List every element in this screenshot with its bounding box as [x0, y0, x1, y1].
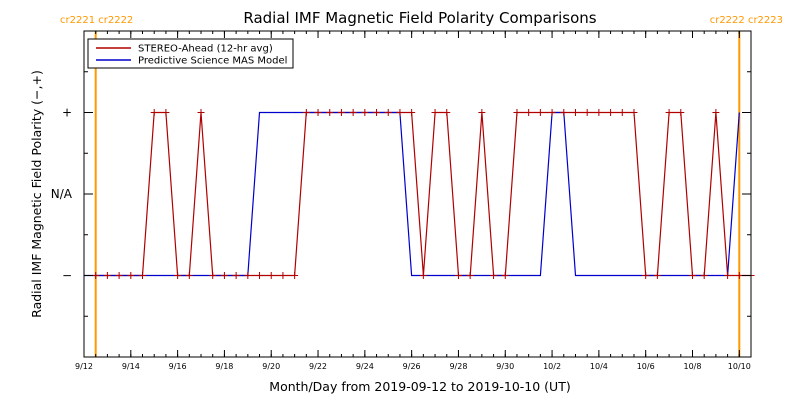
y-tick-label: −	[62, 269, 72, 283]
x-axis-label: Month/Day from 2019-09-12 to 2019-10-10 …	[269, 379, 570, 394]
stereo-data-point	[431, 109, 439, 116]
x-tick-label: 9/14	[122, 362, 140, 371]
stereo-data-point	[712, 109, 720, 116]
stereo-data-point	[560, 109, 568, 116]
stereo-data-point	[642, 272, 650, 279]
stereo-data-point	[700, 272, 708, 279]
chart-title: Radial IMF Magnetic Field Polarity Compa…	[243, 9, 596, 27]
x-tick-label: 9/30	[496, 362, 514, 371]
y-tick-label: +	[62, 106, 72, 120]
x-tick-label: 9/28	[449, 362, 467, 371]
stereo-data-point	[466, 272, 474, 279]
legend-label-model: Predictive Science MAS Model	[138, 56, 287, 67]
x-tick-label: 10/2	[543, 362, 561, 371]
stereo-data-point	[267, 272, 275, 279]
stereo-data-point	[209, 272, 217, 279]
stereo-data-point	[162, 109, 170, 116]
carrington-label-left-start: cr2221 cr2222	[60, 15, 133, 26]
stereo-data-point	[548, 109, 556, 116]
stereo-data-point	[419, 272, 427, 279]
stereo-data-point	[244, 272, 252, 279]
x-tick-label: 10/8	[684, 362, 702, 371]
stereo-data-point	[103, 272, 111, 279]
y-axis-label: Radial IMF Magnetic Field Polarity (−,+)	[29, 70, 44, 318]
stereo-data-point	[443, 109, 451, 116]
stereo-data-point	[536, 109, 544, 116]
stereo-data-point	[361, 109, 369, 116]
stereo-data-point	[115, 272, 123, 279]
stereo-data-point	[185, 272, 193, 279]
stereo-data-point	[583, 109, 591, 116]
stereo-data-point	[92, 272, 100, 279]
stereo-data-point	[513, 109, 521, 116]
model-series-line	[84, 111, 740, 277]
stereo-data-point	[337, 109, 345, 116]
stereo-data-point	[220, 272, 228, 279]
carrington-label-right-end: cr2222 cr2223	[710, 15, 783, 26]
stereo-data-point	[279, 272, 287, 279]
stereo-data-point	[735, 272, 743, 279]
stereo-data-point	[490, 272, 498, 279]
stereo-data-point	[139, 272, 147, 279]
stereo-series-line	[95, 111, 751, 277]
axes: 9/12 9/14 9/16 9/18 9/20 9/22 9/24 9/26 9/28 9/30…	[51, 31, 752, 371]
stereo-data-point	[174, 272, 182, 279]
x-tick-label: 9/24	[356, 362, 374, 371]
stereo-data-point	[454, 272, 462, 279]
x-tick-label: 10/4	[590, 362, 608, 371]
stereo-data-point	[677, 109, 685, 116]
stereo-data-point	[384, 109, 392, 116]
stereo-data-point	[688, 272, 696, 279]
stereo-data-point	[349, 109, 357, 116]
stereo-data-point	[291, 272, 299, 279]
x-tick-label: 9/22	[309, 362, 327, 371]
stereo-data-point	[571, 109, 579, 116]
stereo-data-point	[127, 272, 135, 279]
x-tick-label: 10/6	[637, 362, 655, 371]
stereo-data-point	[525, 109, 533, 116]
stereo-data-point	[595, 109, 603, 116]
x-tick-label: 9/26	[403, 362, 421, 371]
stereo-data-point	[256, 272, 264, 279]
stereo-data-point	[653, 272, 661, 279]
stereo-data-point	[478, 109, 486, 116]
stereo-data-point	[302, 109, 310, 116]
stereo-data-point	[150, 109, 158, 116]
stereo-data-point	[373, 109, 381, 116]
stereo-data-point	[396, 109, 404, 116]
stereo-data-point	[314, 109, 322, 116]
stereo-data-point	[724, 272, 732, 279]
stereo-data-point	[665, 109, 673, 116]
stereo-data-point	[618, 109, 626, 116]
stereo-data-point	[232, 272, 240, 279]
stereo-data-point	[326, 109, 334, 116]
legend: STEREO-Ahead (12-hr avg)Predictive Scien…	[87, 38, 294, 69]
plot-area	[84, 31, 755, 357]
x-tick-label: 10/10	[728, 362, 751, 371]
stereo-data-point	[197, 109, 205, 116]
x-tick-label: 9/16	[169, 362, 187, 371]
stereo-data-point	[501, 272, 509, 279]
legend-box	[87, 38, 294, 69]
stereo-data-point	[607, 109, 615, 116]
x-tick-label: 9/20	[262, 362, 280, 371]
x-tick-label: 9/18	[215, 362, 233, 371]
stereo-data-point	[630, 109, 638, 116]
x-tick-label: 9/12	[75, 362, 93, 371]
y-tick-label: N/A	[51, 187, 73, 201]
legend-label-stereo: STEREO-Ahead (12-hr avg)	[138, 44, 273, 55]
stereo-data-point	[408, 109, 416, 116]
